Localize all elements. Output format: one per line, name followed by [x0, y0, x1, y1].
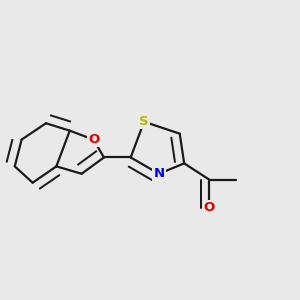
- Text: O: O: [88, 133, 99, 146]
- Text: S: S: [139, 115, 149, 128]
- Text: O: O: [204, 202, 215, 214]
- Text: N: N: [153, 167, 164, 180]
